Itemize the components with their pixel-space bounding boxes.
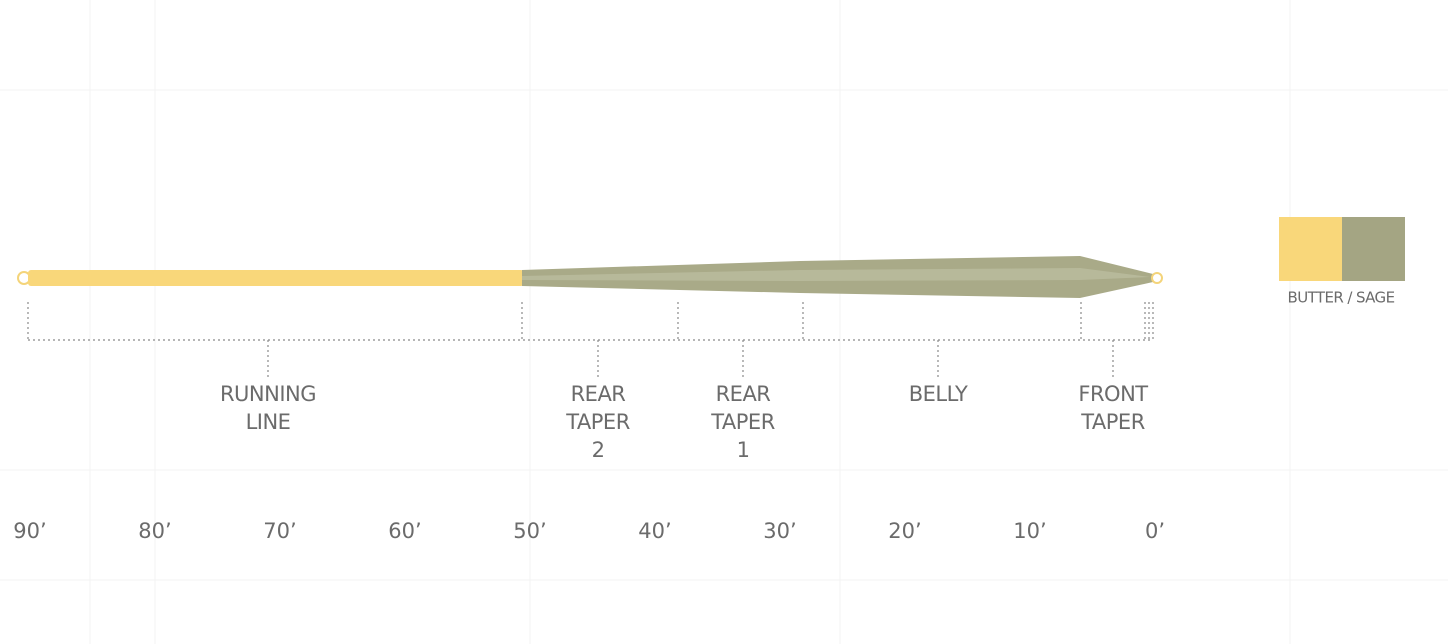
section-label: BELLY — [909, 382, 968, 406]
section-label: FRONT — [1078, 382, 1148, 406]
dividers — [27, 302, 1154, 380]
distance-label: 60’ — [388, 519, 421, 543]
section-label: TAPER — [565, 410, 630, 434]
section-label: TAPER — [710, 410, 775, 434]
section-label: TAPER — [1080, 410, 1145, 434]
section-label: REAR — [571, 382, 626, 406]
distance-label: 10’ — [1013, 519, 1046, 543]
fly-line — [17, 256, 1163, 298]
swatch-butter — [1279, 217, 1343, 281]
section-label: LINE — [246, 410, 291, 434]
section-labels: RUNNING LINE REAR TAPER 2 REAR TAPER 1 BELLY FRON… — [220, 382, 1149, 462]
distance-label: 30’ — [763, 519, 796, 543]
running-line — [28, 270, 524, 286]
color-swatch: BUTTER / SAGE — [1279, 217, 1405, 307]
distance-label: 70’ — [263, 519, 296, 543]
swatch-sage — [1342, 217, 1405, 281]
distance-label: 50’ — [513, 519, 546, 543]
section-label: RUNNING — [220, 382, 316, 406]
swatch-label: BUTTER / SAGE — [1288, 289, 1395, 307]
distance-label: 20’ — [888, 519, 921, 543]
section-label: REAR — [716, 382, 771, 406]
distance-label: 80’ — [138, 519, 171, 543]
distance-label: 40’ — [638, 519, 671, 543]
distance-scale: 90’ 80’ 70’ 60’ 50’ 40’ 30’ 20’ 10’ 0’ — [13, 519, 1165, 543]
section-label: 1 — [737, 438, 750, 462]
section-label: 2 — [592, 438, 605, 462]
distance-label: 90’ — [13, 519, 46, 543]
distance-label: 0’ — [1145, 519, 1165, 543]
